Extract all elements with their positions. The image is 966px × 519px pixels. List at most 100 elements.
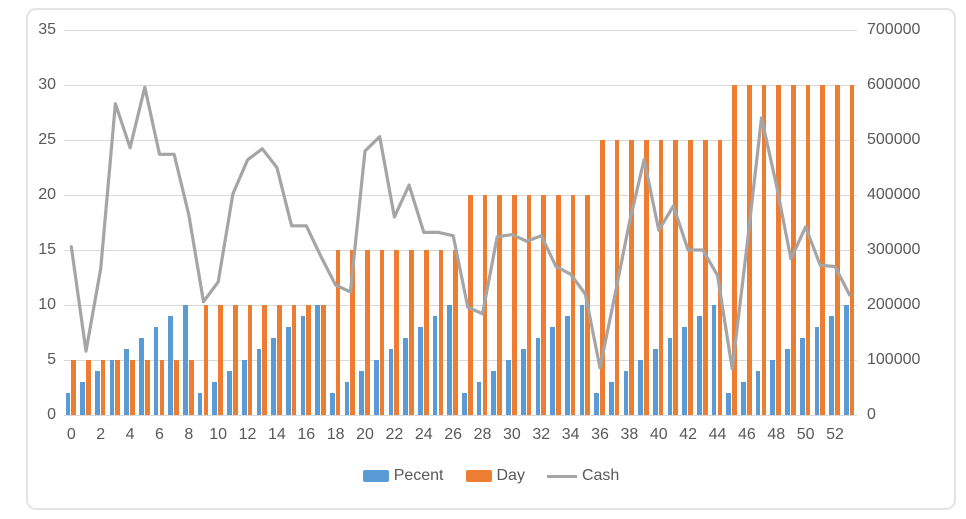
bar-day (188, 360, 194, 415)
gridline (64, 249, 857, 251)
pecent-swatch-icon (362, 470, 389, 482)
bar-day (86, 360, 91, 415)
x-axis-tick-label: 12 (238, 426, 257, 443)
day-swatch-icon (465, 470, 492, 482)
bar-day (335, 250, 341, 415)
cash-swatch-icon (546, 474, 577, 478)
bar-day (600, 140, 605, 415)
y-axis-right-tick-label: 600000 (867, 76, 921, 93)
bar-pecent (271, 338, 276, 415)
bar-pecent (785, 349, 790, 415)
bar-pecent (432, 316, 438, 415)
bar-day (438, 250, 444, 415)
bar-day (350, 250, 356, 415)
gridline (64, 84, 857, 86)
bar-pecent (168, 316, 174, 415)
legend-item-pecent: Pecent (362, 467, 444, 485)
bar-day (541, 195, 546, 415)
bar-day (732, 85, 737, 415)
bar-pecent (535, 338, 541, 415)
bar-day (805, 85, 811, 415)
gridline (64, 194, 857, 196)
bar-pecent (608, 382, 614, 415)
bar-pecent (579, 305, 585, 415)
gridline (64, 304, 857, 306)
cash-line-path (69, 85, 852, 371)
y-axis-left-tick-label: 25 (38, 131, 56, 148)
bar-pecent (726, 393, 732, 415)
x-axis-tick-label: 8 (184, 426, 194, 443)
bar-day (511, 195, 517, 415)
x-axis-tick-label: 14 (268, 426, 286, 443)
bar-pecent (697, 316, 702, 415)
bar-day (247, 305, 253, 415)
bar-day (658, 140, 664, 415)
bar-pecent (506, 360, 511, 415)
y-axis-left-tick-label: 5 (47, 351, 56, 368)
cash-line (69, 85, 852, 371)
bar-day (115, 360, 121, 415)
bar-day (820, 85, 826, 415)
bar-pecent (315, 305, 320, 415)
bar-pecent (653, 349, 658, 415)
x-axis-tick-label: 36 (591, 426, 609, 443)
bar-day (321, 305, 326, 415)
bar-day (100, 360, 106, 415)
bar-pecent (594, 393, 599, 415)
bar-day (379, 250, 385, 415)
bar-day (453, 250, 458, 415)
chart-legend: Pecent Day Cash (28, 467, 954, 485)
bar-day (365, 250, 370, 415)
bar-day (144, 360, 150, 415)
bar-day (570, 195, 576, 415)
y-axis-left-tick-label: 10 (38, 296, 56, 313)
x-axis-tick-label: 20 (356, 426, 374, 443)
x-axis-tick-label: 32 (532, 426, 551, 443)
bar-pecent (623, 371, 629, 415)
bar-pecent (373, 360, 379, 415)
x-axis-tick-label: 22 (385, 426, 404, 443)
bar-pecent (359, 371, 364, 415)
bar-pecent (755, 371, 761, 415)
y-axis-right-tick-label: 500000 (867, 131, 921, 148)
bar-pecent (256, 349, 262, 415)
legend-item-cash: Cash (546, 467, 620, 485)
bar-pecent (829, 316, 834, 415)
bar-pecent (814, 327, 820, 415)
bar-pecent (711, 305, 717, 415)
bar-pecent (139, 338, 144, 415)
bar-pecent (403, 338, 409, 415)
x-axis-tick-label: 6 (155, 426, 164, 443)
bar-day (423, 250, 429, 415)
bar-pecent (682, 327, 688, 415)
bar-day (835, 85, 840, 415)
legend-label-cash: Cash (581, 467, 620, 484)
bar-pecent (241, 360, 247, 415)
bar-day (159, 360, 165, 415)
gridline (64, 139, 857, 141)
x-axis-tick-label: 18 (326, 426, 345, 443)
bar-day (673, 140, 679, 415)
bar-day (130, 360, 135, 415)
bar-day (276, 305, 282, 415)
bar-day (849, 85, 855, 415)
x-axis-tick-label: 2 (96, 426, 106, 443)
bar-pecent (564, 316, 570, 415)
x-axis-tick-label: 44 (708, 426, 727, 443)
bar-pecent (153, 327, 159, 415)
x-axis-tick-label: 52 (826, 426, 844, 443)
bar-day (556, 195, 561, 415)
legend-label-day: Day (496, 467, 525, 484)
x-axis-tick-label: 46 (737, 426, 756, 443)
bar-day (262, 305, 267, 415)
x-axis-tick-label: 38 (620, 426, 639, 443)
chart-frame: 0 5 10 15 20 25 30 35 0 100000 200000 300000 400000 5… (26, 8, 956, 510)
bar-pecent (285, 327, 291, 415)
bar-day (717, 140, 723, 415)
legend-label-pecent: Pecent (393, 467, 444, 484)
bar-pecent (300, 316, 306, 415)
x-axis-tick-label: 40 (649, 426, 668, 443)
x-axis-tick-label: 34 (561, 426, 580, 443)
bar-day (629, 140, 635, 415)
x-axis-tick-label: 42 (679, 426, 697, 443)
